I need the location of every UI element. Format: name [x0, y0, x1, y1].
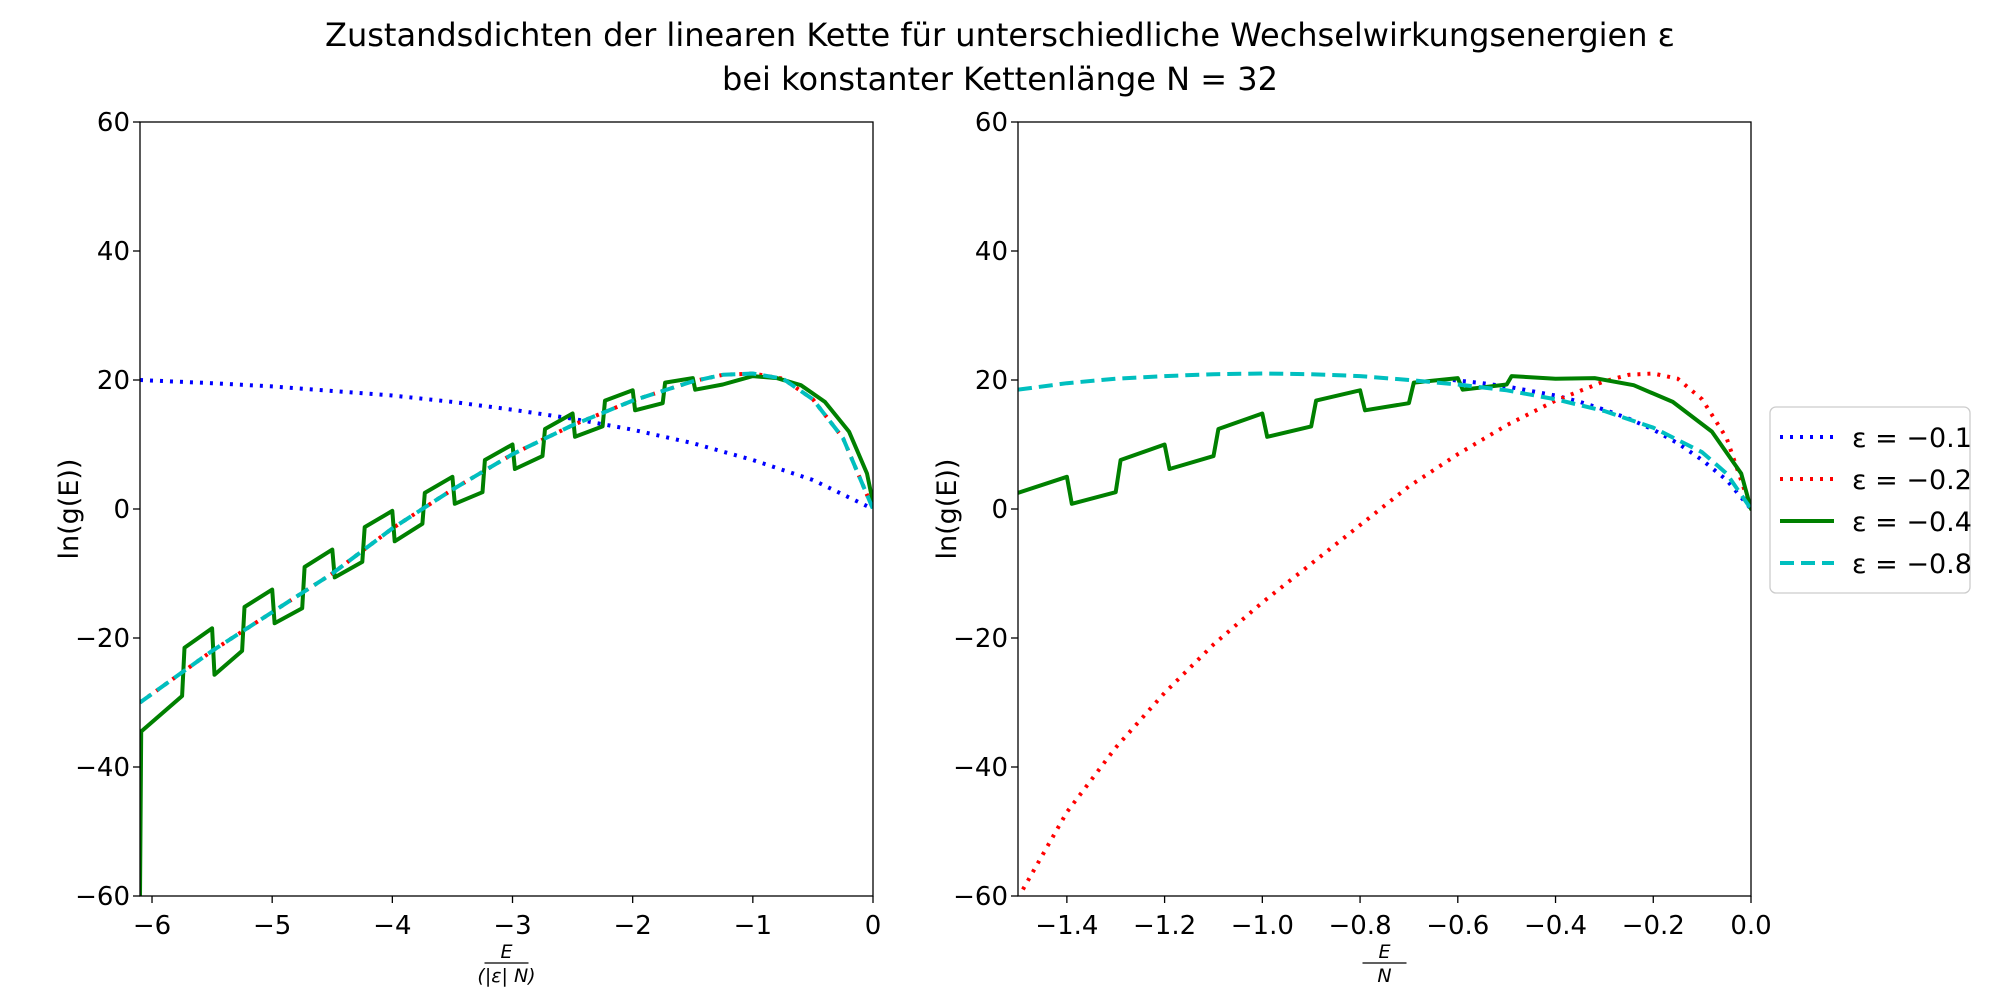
left-series-line-3	[140, 374, 873, 896]
left-series-line-2	[140, 371, 873, 705]
right-series-line-3	[1018, 374, 1751, 511]
right-y-tick-label: −60	[953, 882, 1008, 912]
right-y-axis-label: ln(g(E))	[932, 459, 963, 560]
left-x-tick-label: −3	[493, 911, 531, 941]
svg-text:(|ε| N): (|ε| N)	[477, 965, 535, 987]
right-y-tick-label: 40	[975, 237, 1008, 267]
right-series-line-1	[1452, 378, 1751, 511]
left-y-tick-label: 20	[97, 366, 130, 396]
legend: ε = −0.1 ε = −0.2 ε = −0.4 ε = −0.8	[1769, 406, 1972, 594]
left-y-tick-label: −20	[75, 624, 130, 654]
svg-text:E: E	[500, 941, 512, 963]
right-x-tick-label: −0.6	[1426, 911, 1489, 941]
legend-label-2: ε = −0.2	[1852, 465, 1972, 496]
right-y-tick-label: 60	[975, 108, 1008, 138]
left-x-axis-label: E(|ε| N)	[477, 941, 535, 987]
right-chart-panel: −1.4 −1.2 −1.0 −0.8 −0.6 −0.4 −0.2 0.0 −60 −40 −20…	[932, 108, 1772, 987]
right-x-axis-label: EN	[1362, 941, 1407, 987]
left-y-tick-label: 60	[97, 108, 130, 138]
right-x-tick-label: 0.0	[1730, 911, 1771, 941]
left-series-line-4	[140, 371, 873, 705]
left-y-tick-label: −60	[75, 882, 130, 912]
right-x-tick-label: −1.2	[1133, 911, 1196, 941]
left-x-tick-label: −5	[253, 911, 291, 941]
left-y-tick-label: 0	[113, 495, 130, 525]
right-x-tick-label: −1.0	[1231, 911, 1294, 941]
figure-title-line2: bei konstanter Kettenlänge N = 32	[722, 60, 1278, 98]
right-y-tick-label: 20	[975, 366, 1008, 396]
left-y-tick-label: 40	[97, 237, 130, 267]
figure-title-line1: Zustandsdichten der linearen Kette für u…	[325, 16, 1675, 54]
right-y-tick-label: −40	[953, 753, 1008, 783]
right-series-line-2	[1021, 371, 1751, 891]
left-axes-frame	[139, 121, 874, 897]
right-axes-frame	[1017, 121, 1752, 897]
right-x-tick-label: −0.8	[1328, 911, 1391, 941]
left-x-tick-label: −1	[734, 911, 772, 941]
left-x-tick-label: 0	[865, 911, 882, 941]
left-x-tick-label: −2	[614, 911, 652, 941]
legend-label-4: ε = −0.8	[1852, 549, 1972, 580]
right-y-tick-label: 0	[991, 495, 1008, 525]
right-y-tick-label: −20	[953, 624, 1008, 654]
left-x-tick-label: −6	[133, 911, 171, 941]
left-chart-panel: −6 −5 −4 −3 −2 −1 0 −60 −40 −20 0 20 40 60 ln(g(E)) E(|…	[54, 108, 881, 987]
legend-box	[1769, 406, 1971, 594]
left-series-line-1	[140, 378, 873, 511]
left-x-tick-label: −4	[373, 911, 411, 941]
legend-label-1: ε = −0.1	[1852, 423, 1972, 454]
svg-text:N: N	[1377, 965, 1391, 987]
right-series-line-4	[1018, 371, 1751, 511]
left-series-group	[140, 371, 873, 896]
right-x-tick-label: −0.4	[1524, 911, 1587, 941]
left-y-axis-label: ln(g(E))	[54, 459, 85, 560]
legend-label-3: ε = −0.4	[1852, 507, 1972, 538]
svg-text:E: E	[1378, 941, 1390, 963]
right-x-tick-label: −0.2	[1622, 911, 1685, 941]
left-y-tick-label: −40	[75, 753, 130, 783]
right-x-tick-label: −1.4	[1035, 911, 1098, 941]
right-series-group	[1018, 371, 1751, 891]
